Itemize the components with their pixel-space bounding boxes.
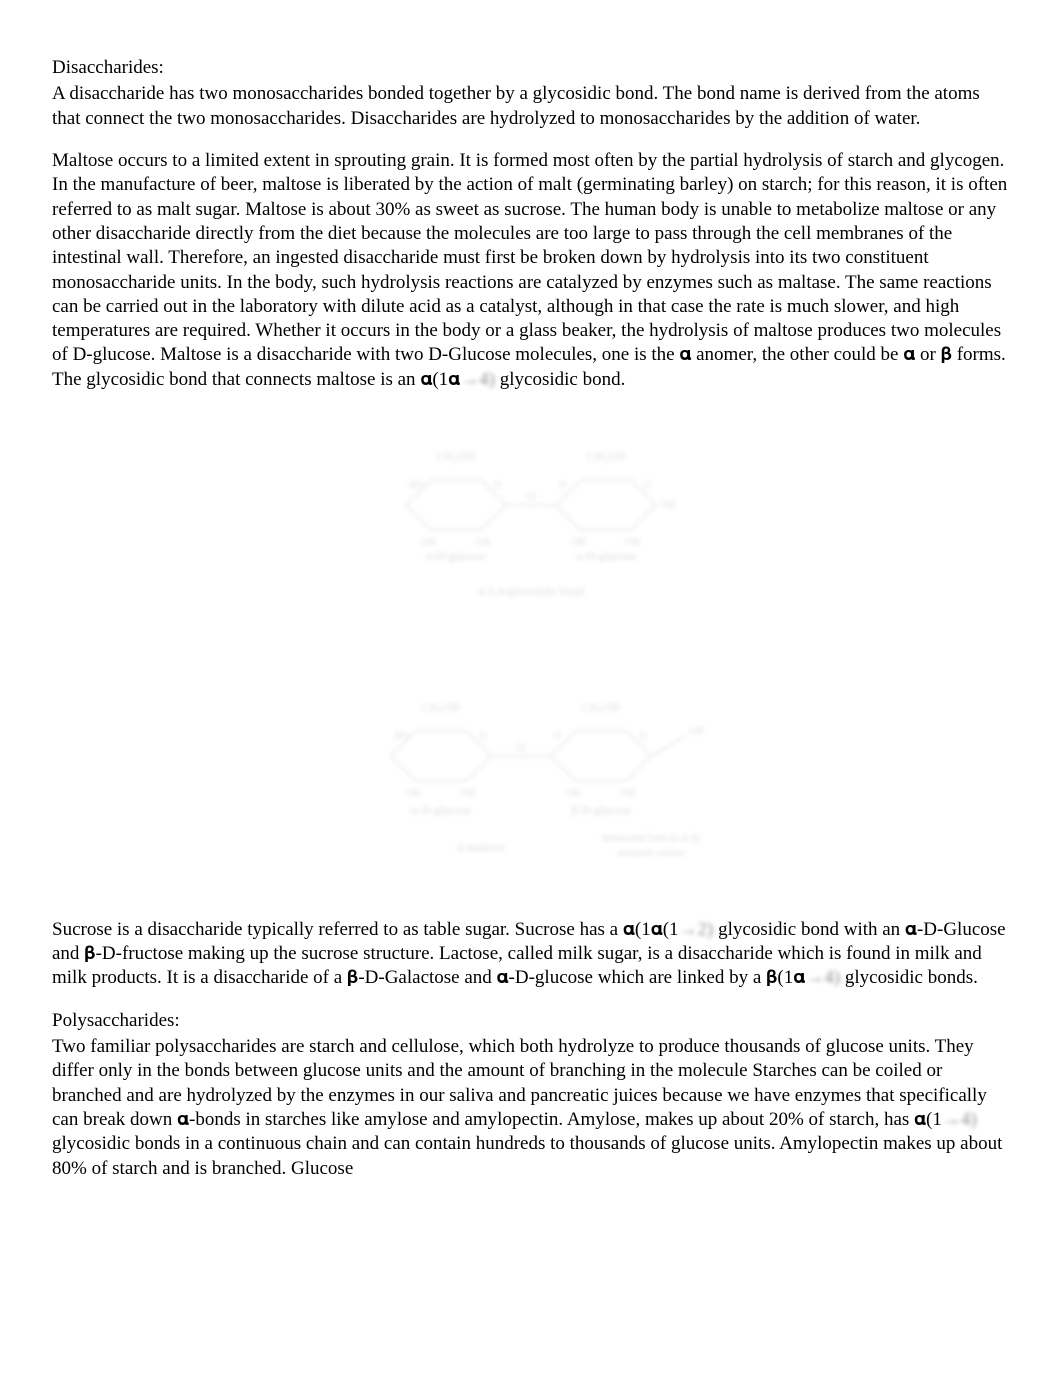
fig1-label-o: O [527, 489, 536, 503]
sucrose-bond1-blur: →2) [679, 919, 714, 940]
svg-text:OH: OH [461, 788, 475, 799]
poly-text-1: Two familiar polysaccharides are [52, 1036, 309, 1057]
sucrose-text-3: glycosidic bonds. [840, 967, 978, 988]
svg-text:HO: HO [409, 480, 423, 491]
paragraph-maltose: Maltose occurs to a limited extent in sp… [52, 149, 1010, 392]
lactose-bond: 𝛃(1𝛂 [766, 967, 805, 988]
fig1-label-ch2oh-right: CH₂OH [587, 449, 626, 463]
fig2-ch2oh-r: CH₂OH [582, 700, 621, 714]
maltose-text-4: glycosidic bond. [495, 369, 625, 390]
heading-polysaccharides: Polysaccharides: [52, 1009, 1010, 1033]
term-maltase: maltase [778, 272, 836, 293]
term-starch: starch [309, 1036, 354, 1057]
sucrose-text-1: Sucrose is a disaccharide typically refe… [52, 919, 623, 940]
heading-disaccharides: Disaccharides: [52, 56, 1010, 80]
figure2-svg: CH₂OH CH₂OH O α-D-glucose β-D-glucose α-… [331, 656, 731, 886]
fig2-ch2oh-l: CH₂OH [422, 700, 461, 714]
document-page: Disaccharides: A disaccharide has two mo… [0, 0, 1062, 1223]
svg-text:OH: OH [621, 788, 635, 799]
paragraph-sucrose-lactose: Sucrose is a disaccharide typically refe… [52, 918, 1010, 991]
svg-text:O: O [644, 480, 651, 491]
maltose-bond-notation: 𝛂(1𝛂 [420, 369, 460, 390]
svg-text:OH: OH [476, 537, 490, 548]
svg-text:OH: OH [406, 788, 420, 799]
fig2-unit-right: β-D-glucose [571, 803, 630, 817]
fig2-caption-right1: hemiacetal form (α or β) [602, 833, 700, 844]
sucrose-bond1a: 𝛂(1 [623, 919, 651, 940]
svg-text:OH: OH [421, 537, 435, 548]
fig1-unit-left: α-D-glucose [426, 549, 486, 563]
svg-text:O: O [559, 480, 566, 491]
fig1-unit-right: α-D-glucose [576, 549, 636, 563]
svg-text:HO: HO [394, 731, 408, 742]
fig2-caption-left: α-maltose [457, 840, 505, 854]
figure-maltose-top: CH₂OH CH₂OH O α-D-glucose α-D-glucose α-… [52, 410, 1010, 632]
fig1-caption: α-1,4-glycosidic bond [478, 584, 584, 598]
svg-text:OH: OH [661, 500, 675, 511]
poly-bond-blur: →4) [942, 1109, 977, 1130]
poly-bond: 𝛂(1 [914, 1109, 942, 1130]
fig2-o: O [517, 740, 526, 754]
svg-text:OH: OH [626, 537, 640, 548]
fig1-label-ch2oh-left: CH₂OH [437, 449, 476, 463]
fig2-caption-right2: anomeric carbon [618, 848, 685, 859]
svg-text:OH: OH [689, 726, 703, 737]
svg-text:OH: OH [571, 537, 585, 548]
poly-text-2: and [355, 1036, 392, 1057]
paragraph-polysaccharides: Two familiar polysaccharides are starch … [52, 1035, 1010, 1181]
paragraph-disaccharide-intro: A disaccharide has two monosaccharides b… [52, 82, 1010, 131]
poly-text-4: glycosidic bonds in a continuous chain a… [52, 1133, 1002, 1178]
lactose-bond-blur: →4) [805, 967, 840, 988]
svg-text:O: O [494, 480, 501, 491]
svg-text:OH: OH [566, 788, 580, 799]
fig2-unit-left: α-D-glucose [411, 803, 471, 817]
figure1-svg: CH₂OH CH₂OH O α-D-glucose α-D-glucose α-… [361, 410, 701, 625]
svg-text:O: O [479, 731, 486, 742]
term-malt-sugar: malt sugar [157, 199, 236, 220]
term-cellulose: cellulose [391, 1036, 459, 1057]
maltose-bond-blur: →4) [460, 369, 495, 390]
svg-text:O: O [639, 731, 646, 742]
svg-text:O: O [554, 731, 561, 742]
figure-maltose-bottom: CH₂OH CH₂OH O α-D-glucose β-D-glucose α-… [52, 656, 1010, 893]
sucrose-bond1b: 𝛂(1 [651, 919, 679, 940]
